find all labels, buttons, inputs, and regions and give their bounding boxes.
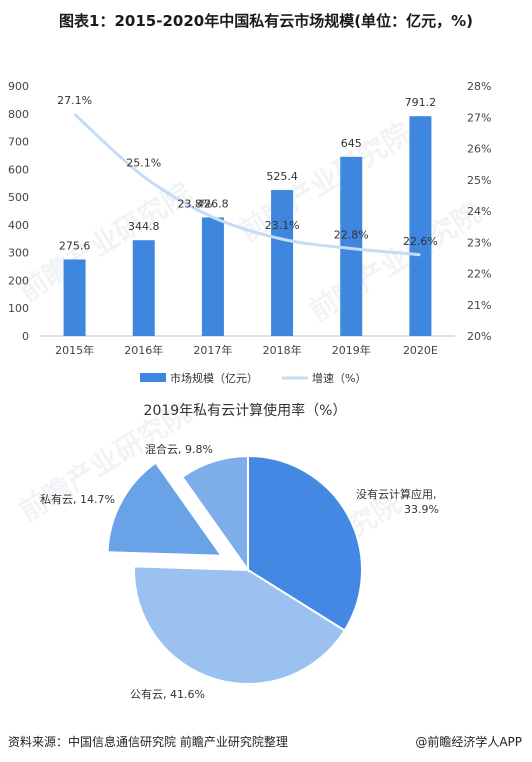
left-tick-label: 400 — [8, 219, 29, 232]
right-tick-label: 22% — [467, 268, 491, 281]
right-tick-label: 21% — [467, 299, 491, 312]
x-tick-label: 2016年 — [124, 343, 163, 357]
x-tick-label: 2015年 — [55, 343, 94, 357]
left-tick-label: 700 — [8, 136, 29, 149]
pie-slice-label: 公有云, 41.6% — [130, 687, 205, 701]
left-tick-label: 0 — [22, 330, 29, 343]
bar-value-label: 426.8 — [197, 197, 229, 210]
right-tick-label: 26% — [467, 143, 491, 156]
left-tick-label: 900 — [8, 80, 29, 93]
left-tick-label: 100 — [8, 302, 29, 315]
pie-slice-label: 没有云计算应用, — [356, 487, 437, 501]
pie-slice — [133, 565, 347, 685]
growth-value-label: 23.1% — [265, 219, 300, 232]
watermark-text-2: 前瞻产业研究院 — [303, 196, 487, 328]
pie-slice-label: 私有云, 14.7% — [40, 492, 115, 506]
right-tick-label: 20% — [467, 330, 491, 343]
bar — [132, 240, 155, 336]
legend-label-bar: 市场规模（亿元） — [170, 371, 258, 385]
bar-value-label: 275.6 — [59, 239, 91, 252]
figure-title: 图表1：2015-2020年中国私有云市场规模(单位：亿元，%) — [59, 12, 473, 30]
legend-label-line: 增速（%） — [312, 371, 366, 385]
watermark-text-1: 前瞻产业研究院 — [233, 116, 417, 248]
right-tick-label: 24% — [467, 205, 491, 218]
pie-slice — [106, 461, 224, 557]
growth-value-label: 23.8% — [177, 197, 212, 210]
bar-value-label: 645 — [341, 137, 362, 150]
right-tick-label: 27% — [467, 111, 491, 124]
bar — [340, 156, 363, 336]
bar-value-label: 791.2 — [405, 96, 437, 109]
right-tick-label: 28% — [467, 80, 491, 93]
bar-value-label: 525.4 — [266, 170, 298, 183]
x-tick-label: 2018年 — [263, 343, 302, 357]
left-tick-label: 800 — [8, 108, 29, 121]
pie-slice — [180, 454, 249, 574]
bar-line-chart: 0 100 200 300 400 500 600 700 800 900 20% 21% 22% 23%… — [8, 80, 491, 357]
bar — [201, 217, 224, 336]
growth-value-label: 27.1% — [57, 94, 92, 107]
left-tick-label: 200 — [8, 274, 29, 287]
bar — [271, 190, 294, 336]
x-tick-label: 2017年 — [193, 343, 232, 357]
source-note: 资料来源：中国信息通信研究院 前瞻产业研究院整理 — [8, 735, 288, 749]
right-tick-label: 23% — [467, 236, 491, 249]
left-tick-label: 300 — [8, 247, 29, 260]
pie-chart: 2019年私有云计算使用率（%） 没有云计算应用, 33.9% 公有云, 41.6% 私… — [40, 402, 439, 701]
left-tick-label: 500 — [8, 191, 29, 204]
watermark-text-0: 前瞻产业研究院 — [13, 176, 197, 308]
right-tick-label: 25% — [467, 174, 491, 187]
pie-slice-label: 33.9% — [404, 503, 439, 516]
bar — [409, 116, 432, 336]
bar-value-label: 344.8 — [128, 220, 160, 233]
growth-value-label: 22.8% — [334, 229, 369, 242]
legend-swatch-bar — [140, 373, 166, 382]
x-tick-label: 2019年 — [332, 343, 371, 357]
brand-credit: @前瞻经济学人APP — [415, 735, 522, 749]
pie-title: 2019年私有云计算使用率（%） — [144, 402, 347, 419]
growth-value-label: 22.6% — [403, 235, 438, 248]
chart-legend: 市场规模（亿元） 增速（%） — [140, 371, 366, 385]
growth-value-label: 25.1% — [126, 157, 161, 170]
x-tick-label: 2020E — [403, 344, 438, 357]
pie-slice-label: 混合云, 9.8% — [145, 442, 213, 456]
bar — [63, 259, 86, 336]
growth-line — [73, 113, 421, 257]
left-tick-label: 600 — [8, 163, 29, 176]
